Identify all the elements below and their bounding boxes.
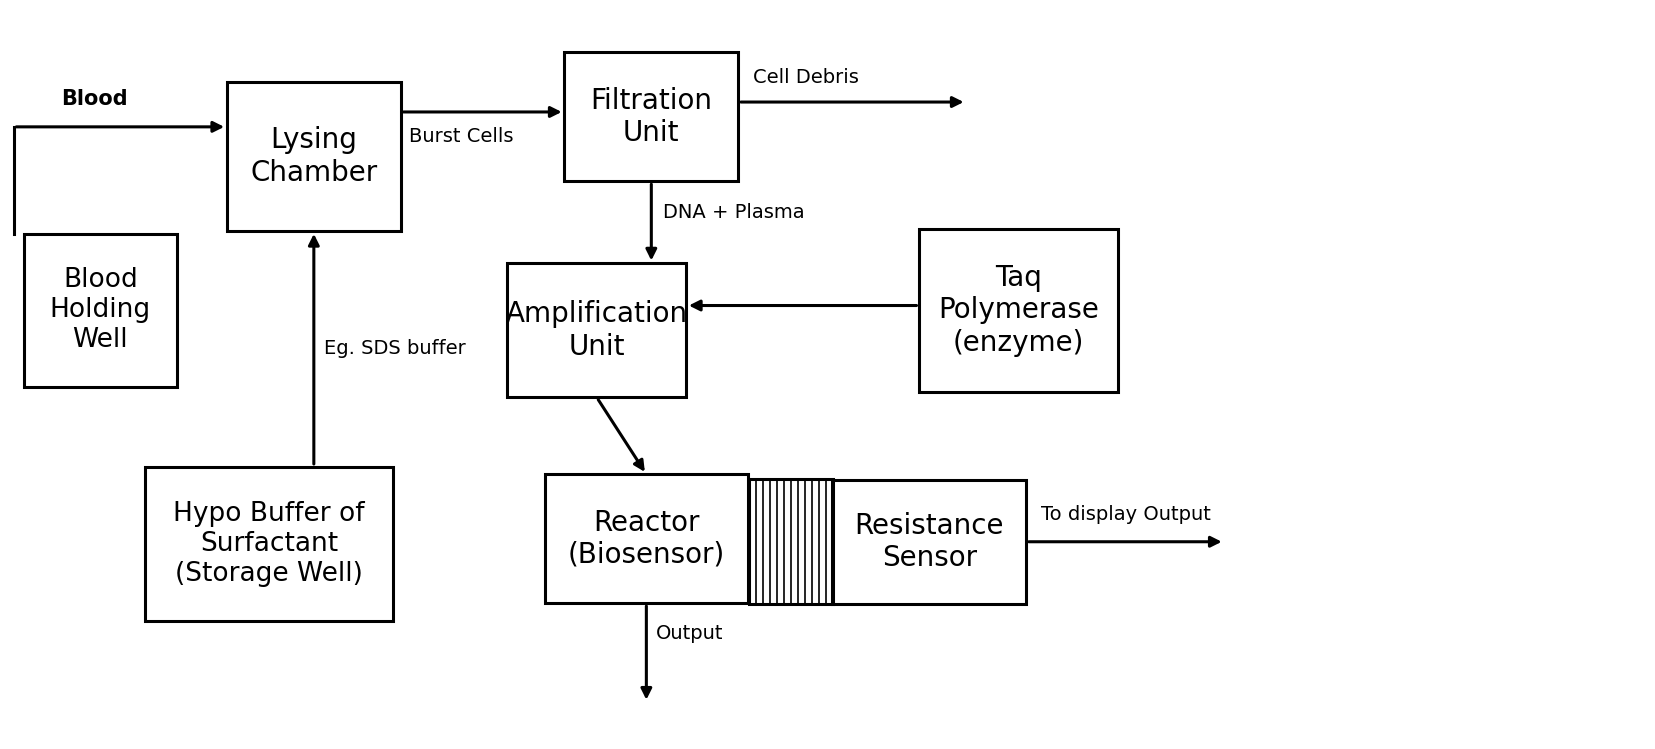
Text: To display Output: To display Output [1041,505,1210,524]
Bar [919,228,1117,392]
Text: Eg. SDS buffer: Eg. SDS buffer [324,339,465,359]
Text: Lysing
Chamber: Lysing Chamber [250,127,377,187]
Bar [227,82,401,231]
Bar [748,479,832,604]
Bar [544,474,748,603]
Text: Taq
Polymerase
(enzyme): Taq Polymerase (enzyme) [938,264,1099,357]
Text: DNA + Plasma: DNA + Plasma [664,203,804,222]
Bar [146,467,392,621]
Text: Hypo Buffer of
Surfactant
(Storage Well): Hypo Buffer of Surfactant (Storage Well) [174,501,364,586]
Bar [506,264,685,397]
Text: Cell Debris: Cell Debris [753,68,859,87]
Text: Burst Cells: Burst Cells [409,127,513,146]
Bar [832,479,1026,604]
Text: Resistance
Sensor: Resistance Sensor [854,512,1003,572]
Text: Filtration
Unit: Filtration Unit [589,87,712,147]
Text: Blood: Blood [61,89,127,109]
Bar [564,52,738,181]
Bar [23,234,177,387]
Text: Blood
Holding
Well: Blood Holding Well [50,267,151,354]
Text: Output: Output [655,624,723,643]
Text: Reactor
(Biosensor): Reactor (Biosensor) [568,509,725,569]
Text: Amplification
Unit: Amplification Unit [505,300,687,360]
